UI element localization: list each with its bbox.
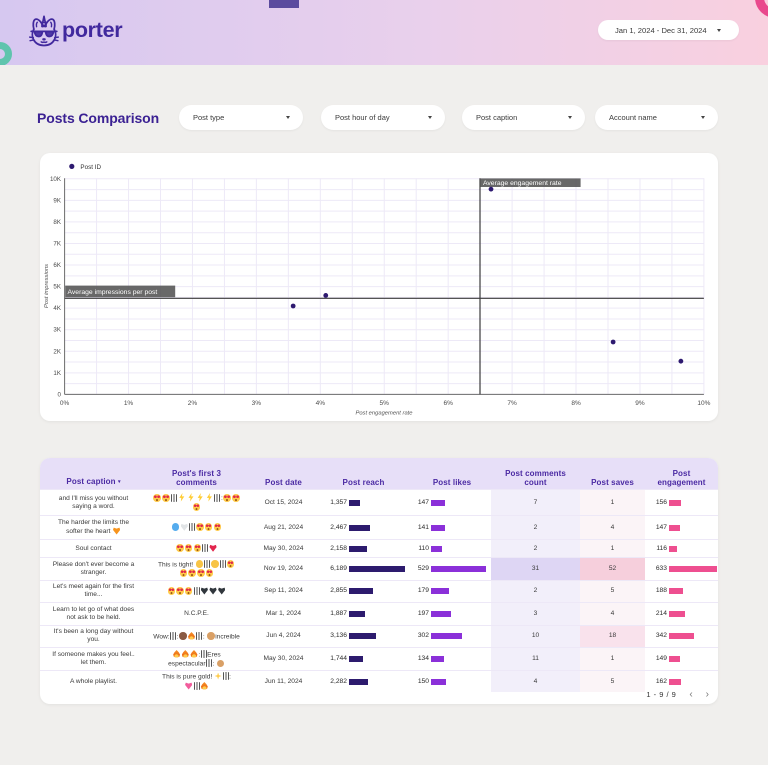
svg-text:7K: 7K (53, 240, 61, 247)
svg-text:4%: 4% (316, 400, 326, 407)
svg-text:0%: 0% (60, 400, 70, 407)
svg-text:7%: 7% (507, 400, 517, 407)
svg-text:6K: 6K (53, 262, 61, 269)
svg-text:1%: 1% (124, 400, 134, 407)
svg-text:10K: 10K (50, 176, 62, 183)
svg-text:3%: 3% (252, 400, 262, 407)
svg-text:5%: 5% (380, 400, 390, 407)
svg-text:2%: 2% (188, 400, 198, 407)
svg-text:10%: 10% (697, 400, 710, 407)
svg-text:Average engagement rate: Average engagement rate (483, 180, 562, 187)
svg-text:Post engagement rate: Post engagement rate (355, 411, 413, 417)
svg-text:8K: 8K (53, 219, 61, 226)
svg-text:9%: 9% (635, 400, 645, 407)
svg-text:3K: 3K (53, 327, 61, 334)
svg-text:8%: 8% (571, 400, 581, 407)
svg-text:Post impressions: Post impressions (44, 264, 50, 308)
svg-text:6%: 6% (443, 400, 453, 407)
svg-text:4K: 4K (53, 305, 61, 312)
svg-text:1K: 1K (53, 370, 61, 377)
svg-text:5K: 5K (53, 284, 61, 291)
svg-text:2K: 2K (53, 348, 61, 355)
svg-text:0: 0 (58, 391, 62, 398)
svg-text:Average impressions per post: Average impressions per post (68, 289, 158, 296)
svg-text:9K: 9K (53, 197, 61, 204)
svg-text:Post ID: Post ID (80, 164, 101, 171)
